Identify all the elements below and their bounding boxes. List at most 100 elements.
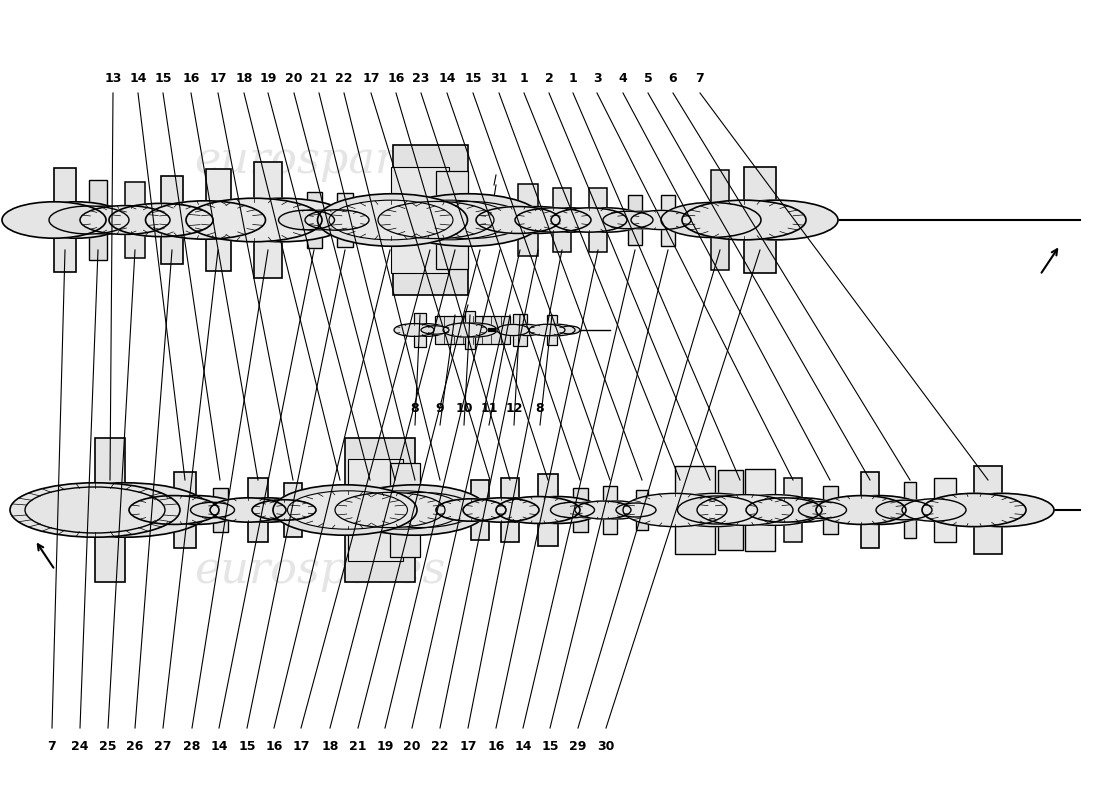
Text: 19: 19 (260, 72, 277, 85)
Polygon shape (538, 474, 558, 546)
Ellipse shape (551, 208, 627, 232)
Text: 13: 13 (104, 72, 122, 85)
Ellipse shape (496, 497, 580, 523)
Polygon shape (393, 145, 468, 295)
Text: 19: 19 (376, 740, 394, 753)
Ellipse shape (321, 210, 385, 230)
Ellipse shape (764, 498, 840, 522)
Text: 17: 17 (209, 72, 227, 85)
Text: 16: 16 (183, 72, 200, 85)
Ellipse shape (278, 210, 334, 230)
Ellipse shape (679, 202, 779, 238)
Ellipse shape (678, 496, 758, 524)
Ellipse shape (550, 502, 594, 518)
Polygon shape (784, 478, 802, 542)
Text: 31: 31 (491, 72, 508, 85)
Ellipse shape (40, 482, 210, 538)
Ellipse shape (623, 494, 727, 526)
Ellipse shape (206, 502, 250, 518)
Polygon shape (588, 188, 607, 252)
Text: 14: 14 (130, 72, 146, 85)
Text: eurospares: eurospares (195, 549, 446, 591)
Ellipse shape (294, 210, 350, 230)
Ellipse shape (214, 198, 350, 242)
Text: 7: 7 (47, 740, 56, 753)
Ellipse shape (834, 495, 924, 525)
Ellipse shape (378, 202, 494, 238)
Text: 21: 21 (350, 740, 366, 753)
Ellipse shape (387, 200, 512, 240)
Polygon shape (745, 469, 776, 550)
Ellipse shape (2, 202, 106, 238)
Ellipse shape (560, 326, 580, 334)
Ellipse shape (443, 323, 487, 337)
Text: 16: 16 (265, 740, 283, 753)
Ellipse shape (393, 194, 542, 246)
Ellipse shape (631, 210, 691, 230)
Ellipse shape (922, 494, 1026, 526)
Polygon shape (471, 480, 490, 540)
Ellipse shape (109, 203, 213, 237)
Text: 14: 14 (438, 72, 455, 85)
Ellipse shape (539, 324, 575, 336)
Ellipse shape (575, 501, 631, 519)
Polygon shape (934, 478, 956, 542)
Text: 9: 9 (436, 402, 444, 415)
Ellipse shape (318, 194, 468, 246)
Ellipse shape (287, 490, 407, 530)
Text: 17: 17 (362, 72, 380, 85)
Ellipse shape (569, 208, 645, 232)
Ellipse shape (661, 202, 761, 238)
Text: 30: 30 (597, 740, 615, 753)
Ellipse shape (529, 324, 565, 336)
Ellipse shape (230, 498, 306, 522)
Polygon shape (513, 314, 527, 346)
Text: 12: 12 (505, 402, 522, 415)
Text: 25: 25 (99, 740, 117, 753)
Ellipse shape (454, 499, 524, 522)
Ellipse shape (463, 498, 539, 522)
Polygon shape (628, 195, 642, 245)
Text: 5: 5 (644, 72, 652, 85)
Ellipse shape (329, 200, 453, 240)
Text: 14: 14 (515, 740, 531, 753)
Text: 10: 10 (455, 402, 473, 415)
Polygon shape (307, 192, 321, 248)
Polygon shape (174, 472, 196, 548)
Text: 15: 15 (154, 72, 172, 85)
Ellipse shape (682, 200, 806, 240)
Ellipse shape (410, 202, 526, 238)
Text: 21: 21 (310, 72, 328, 85)
Ellipse shape (663, 494, 767, 526)
Ellipse shape (145, 201, 265, 239)
Polygon shape (414, 313, 426, 347)
Ellipse shape (714, 200, 838, 240)
Polygon shape (390, 167, 449, 273)
Text: 8: 8 (410, 402, 419, 415)
Text: 23: 23 (412, 72, 430, 85)
Ellipse shape (645, 210, 705, 230)
Polygon shape (284, 482, 302, 538)
Polygon shape (161, 176, 183, 264)
Polygon shape (518, 184, 538, 256)
Ellipse shape (496, 206, 580, 234)
Ellipse shape (481, 498, 557, 522)
Polygon shape (337, 193, 353, 247)
Polygon shape (661, 194, 675, 246)
Ellipse shape (421, 326, 449, 334)
Ellipse shape (365, 492, 475, 528)
Ellipse shape (816, 495, 906, 525)
Text: 28: 28 (184, 740, 200, 753)
Ellipse shape (24, 202, 128, 238)
Ellipse shape (515, 208, 591, 232)
Ellipse shape (67, 206, 147, 234)
Ellipse shape (616, 503, 656, 517)
Polygon shape (212, 488, 228, 532)
Polygon shape (675, 466, 715, 554)
Ellipse shape (512, 325, 543, 336)
Polygon shape (348, 459, 403, 561)
Ellipse shape (902, 499, 966, 522)
Polygon shape (603, 486, 617, 534)
Text: 22: 22 (336, 72, 353, 85)
Polygon shape (95, 438, 125, 582)
